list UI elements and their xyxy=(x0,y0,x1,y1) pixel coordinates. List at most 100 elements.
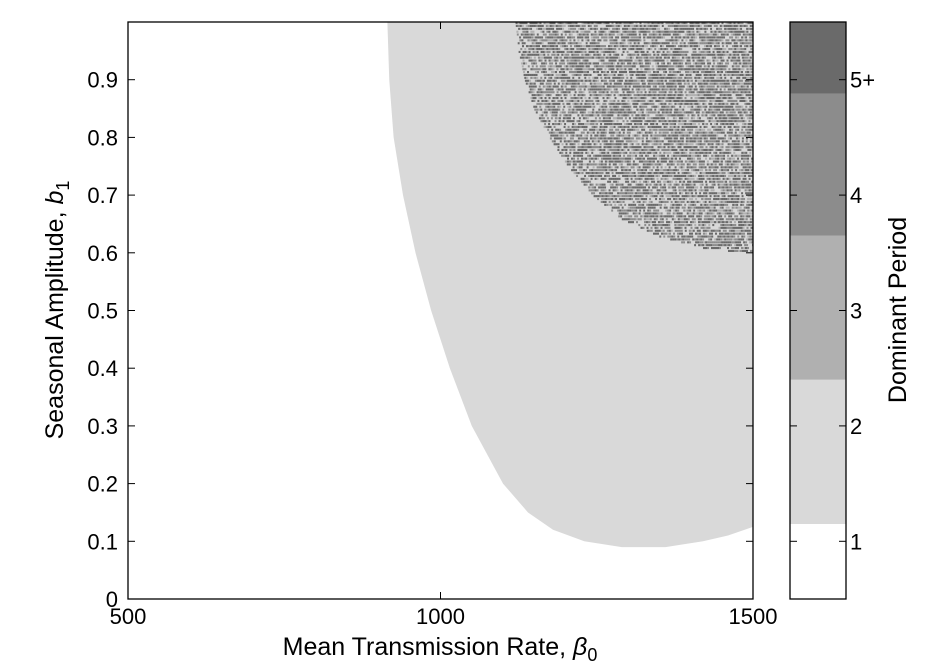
heatmap-cell xyxy=(667,128,670,131)
heatmap-cell xyxy=(732,27,735,30)
heatmap-cell xyxy=(734,59,737,62)
heatmap-cell xyxy=(609,73,612,76)
heatmap-cell xyxy=(609,146,612,149)
heatmap-cell xyxy=(599,94,602,97)
heatmap-cell xyxy=(532,91,535,94)
heatmap-cell xyxy=(720,76,723,79)
heatmap-cell xyxy=(566,91,569,94)
heatmap-cell xyxy=(719,36,722,39)
heatmap-cell xyxy=(713,56,716,59)
heatmap-cell xyxy=(543,111,546,114)
heatmap-cell xyxy=(704,30,707,33)
heatmap-cell xyxy=(585,56,588,59)
heatmap-cell xyxy=(602,27,605,30)
heatmap-cell xyxy=(714,27,717,30)
heatmap-cell xyxy=(703,140,706,143)
heatmap-cell xyxy=(679,82,682,85)
heatmap-cell xyxy=(564,91,567,94)
heatmap-cell xyxy=(729,143,732,146)
heatmap-cell xyxy=(701,105,704,108)
heatmap-cell xyxy=(594,50,597,53)
heatmap-cell xyxy=(663,143,666,146)
heatmap-cell xyxy=(578,134,581,137)
heatmap-cell xyxy=(671,105,674,108)
heatmap-cell xyxy=(643,56,646,59)
heatmap-cell xyxy=(581,94,584,97)
heatmap-cell xyxy=(715,73,718,76)
heatmap-cell xyxy=(573,22,576,25)
heatmap-cell xyxy=(725,128,728,131)
heatmap-cell xyxy=(677,105,680,108)
heatmap-cell xyxy=(739,137,742,140)
heatmap-cell xyxy=(706,91,709,94)
heatmap-cell xyxy=(637,82,640,85)
heatmap-cell xyxy=(689,22,692,25)
heatmap-cell xyxy=(546,27,549,30)
heatmap-cell xyxy=(749,62,752,65)
heatmap-cell xyxy=(711,24,714,27)
heatmap-cell xyxy=(733,71,736,74)
heatmap-cell xyxy=(534,76,537,79)
heatmap-cell xyxy=(700,27,703,30)
heatmap-cell xyxy=(727,88,730,91)
heatmap-cell xyxy=(646,27,649,30)
heatmap-cell xyxy=(581,56,584,59)
heatmap-cell xyxy=(624,85,627,88)
heatmap-cell xyxy=(679,125,682,128)
heatmap-cell xyxy=(720,131,723,134)
heatmap-cell xyxy=(637,137,640,140)
heatmap-cell xyxy=(677,143,680,146)
heatmap-cell xyxy=(735,146,738,149)
heatmap-cell xyxy=(599,125,602,128)
heatmap-cell xyxy=(713,22,716,25)
heatmap-cell xyxy=(630,120,633,123)
heatmap-cell xyxy=(660,45,663,48)
heatmap-cell xyxy=(689,73,692,76)
heatmap-cell xyxy=(627,140,630,143)
heatmap-cell xyxy=(543,22,546,25)
heatmap-cell xyxy=(642,134,645,137)
heatmap-cell xyxy=(622,131,625,134)
heatmap-cell xyxy=(690,85,693,88)
heatmap-cell xyxy=(563,105,566,108)
heatmap-cell xyxy=(660,102,663,105)
heatmap-cell xyxy=(574,108,577,111)
heatmap-cell xyxy=(742,117,745,120)
heatmap-cell xyxy=(695,99,698,102)
heatmap-cell xyxy=(588,102,591,105)
heatmap-cell xyxy=(563,82,566,85)
heatmap-cell xyxy=(601,82,604,85)
heatmap-cell xyxy=(670,50,673,53)
heatmap-cell xyxy=(583,137,586,140)
heatmap-cell xyxy=(657,140,660,143)
heatmap-cell xyxy=(694,48,697,51)
heatmap-cell xyxy=(537,24,540,27)
heatmap-cell xyxy=(549,42,552,45)
heatmap-cell xyxy=(669,128,672,131)
heatmap-cell xyxy=(664,45,667,48)
heatmap-cell xyxy=(628,131,631,134)
heatmap-cell xyxy=(741,71,744,74)
heatmap-cell xyxy=(736,33,739,36)
heatmap-cell xyxy=(608,120,611,123)
heatmap-cell xyxy=(543,73,546,76)
heatmap-cell xyxy=(625,65,628,68)
heatmap-cell xyxy=(591,42,594,45)
heatmap-cell xyxy=(743,56,746,59)
heatmap-cell xyxy=(681,36,684,39)
heatmap-cell xyxy=(603,143,606,146)
heatmap-cell xyxy=(651,114,654,117)
heatmap-cell xyxy=(699,42,702,45)
heatmap-cell xyxy=(608,117,611,120)
heatmap-cell xyxy=(585,42,588,45)
heatmap-cell xyxy=(681,88,684,91)
heatmap-cell xyxy=(698,79,701,82)
heatmap-cell xyxy=(673,146,676,149)
heatmap-cell xyxy=(708,97,711,100)
heatmap-cell xyxy=(740,30,743,33)
heatmap-cell xyxy=(577,71,580,74)
heatmap-cell xyxy=(560,108,563,111)
heatmap-cell xyxy=(583,39,586,42)
heatmap-cell xyxy=(552,91,555,94)
heatmap-cell xyxy=(643,22,646,25)
